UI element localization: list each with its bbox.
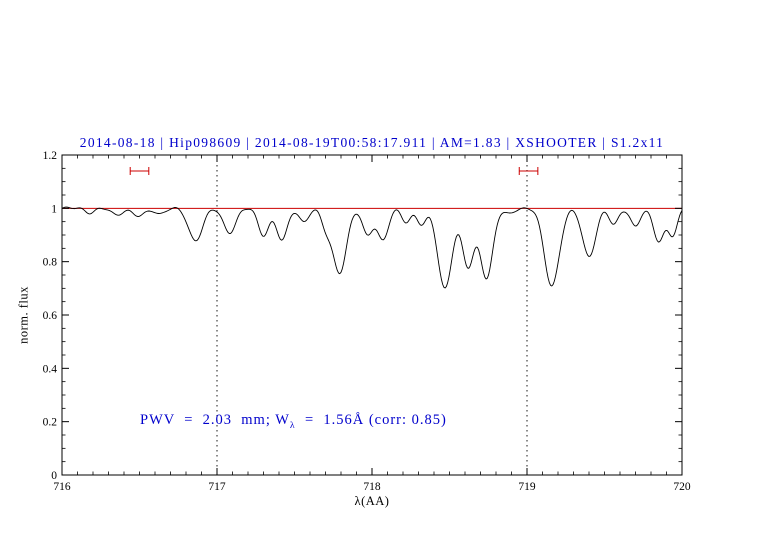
y-tick-label: 1: [51, 203, 57, 215]
y-tick-label: 0.4: [43, 363, 58, 375]
y-tick-label: 0.2: [43, 417, 58, 429]
y-tick-label: 0: [51, 470, 57, 482]
spectrum-curve: [61, 206, 683, 289]
x-axis-label: λ(AA): [354, 494, 390, 508]
x-tick-label: 718: [363, 481, 381, 493]
y-tick-label: 0.6: [43, 310, 58, 322]
y-tick-label: 1.2: [43, 150, 58, 162]
annotation-suffix: = 1.56Å (corr: 0.85): [295, 412, 447, 428]
annotation-lambda-subscript: λ: [289, 419, 296, 431]
pwv-annotation: PWV = 2.03 mm; Wλ = 1.56Å (corr: 0.85): [140, 412, 447, 431]
plot-title: 2014-08-18 | Hip098609 | 2014-08-19T00:5…: [79, 135, 665, 150]
x-tick-label: 720: [673, 481, 691, 493]
y-axis-label: norm. flux: [16, 286, 31, 344]
y-tick-label: 0.8: [43, 257, 58, 269]
x-tick-label: 717: [208, 481, 226, 493]
annotation-prefix: PWV = 2.03 mm; W: [140, 412, 290, 428]
x-tick-label: 716: [53, 481, 71, 493]
x-tick-label: 719: [518, 481, 536, 493]
